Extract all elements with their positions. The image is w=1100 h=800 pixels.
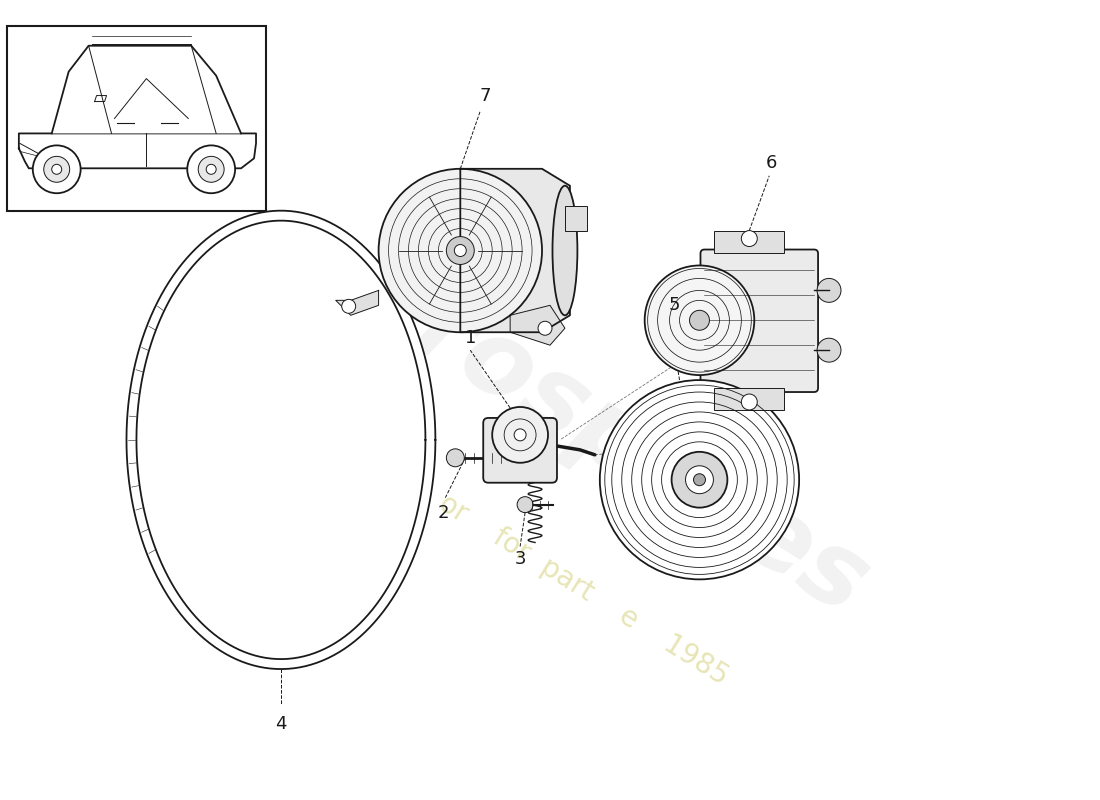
Circle shape — [198, 156, 224, 182]
Text: 6: 6 — [766, 154, 777, 172]
Ellipse shape — [552, 186, 578, 315]
Text: 5: 5 — [669, 296, 680, 314]
Circle shape — [454, 245, 466, 257]
Bar — [714, 230, 784, 253]
Circle shape — [645, 266, 755, 375]
Text: 7: 7 — [480, 87, 491, 105]
Circle shape — [817, 278, 842, 302]
Circle shape — [517, 497, 534, 513]
Text: 1: 1 — [464, 330, 476, 347]
Polygon shape — [460, 169, 570, 332]
Circle shape — [690, 310, 710, 330]
Text: 2: 2 — [438, 504, 449, 522]
Circle shape — [492, 407, 548, 462]
Circle shape — [514, 429, 526, 441]
Circle shape — [342, 299, 355, 314]
Circle shape — [447, 237, 474, 265]
Text: eurospares: eurospares — [274, 202, 886, 637]
Polygon shape — [19, 134, 256, 168]
Circle shape — [52, 164, 62, 174]
Bar — [565, 206, 587, 230]
Text: 3: 3 — [515, 550, 526, 569]
Circle shape — [187, 146, 235, 194]
Circle shape — [741, 394, 757, 410]
Circle shape — [685, 466, 714, 494]
Text: a p    or    for  part    e    1985: a p or for part e 1985 — [367, 448, 733, 691]
FancyBboxPatch shape — [483, 418, 557, 482]
Bar — [714, 388, 784, 410]
Circle shape — [447, 449, 464, 466]
Circle shape — [672, 452, 727, 508]
Bar — [7, 26, 266, 210]
Circle shape — [33, 146, 80, 194]
Polygon shape — [52, 46, 241, 134]
Text: 4: 4 — [275, 715, 287, 733]
Circle shape — [378, 169, 542, 332]
Circle shape — [44, 156, 69, 182]
Circle shape — [693, 474, 705, 486]
Polygon shape — [126, 210, 436, 669]
Polygon shape — [336, 290, 378, 315]
Circle shape — [741, 230, 757, 246]
Circle shape — [600, 380, 799, 579]
FancyBboxPatch shape — [701, 250, 818, 392]
Circle shape — [206, 164, 217, 174]
Circle shape — [817, 338, 842, 362]
Polygon shape — [510, 306, 565, 345]
Circle shape — [538, 322, 552, 335]
